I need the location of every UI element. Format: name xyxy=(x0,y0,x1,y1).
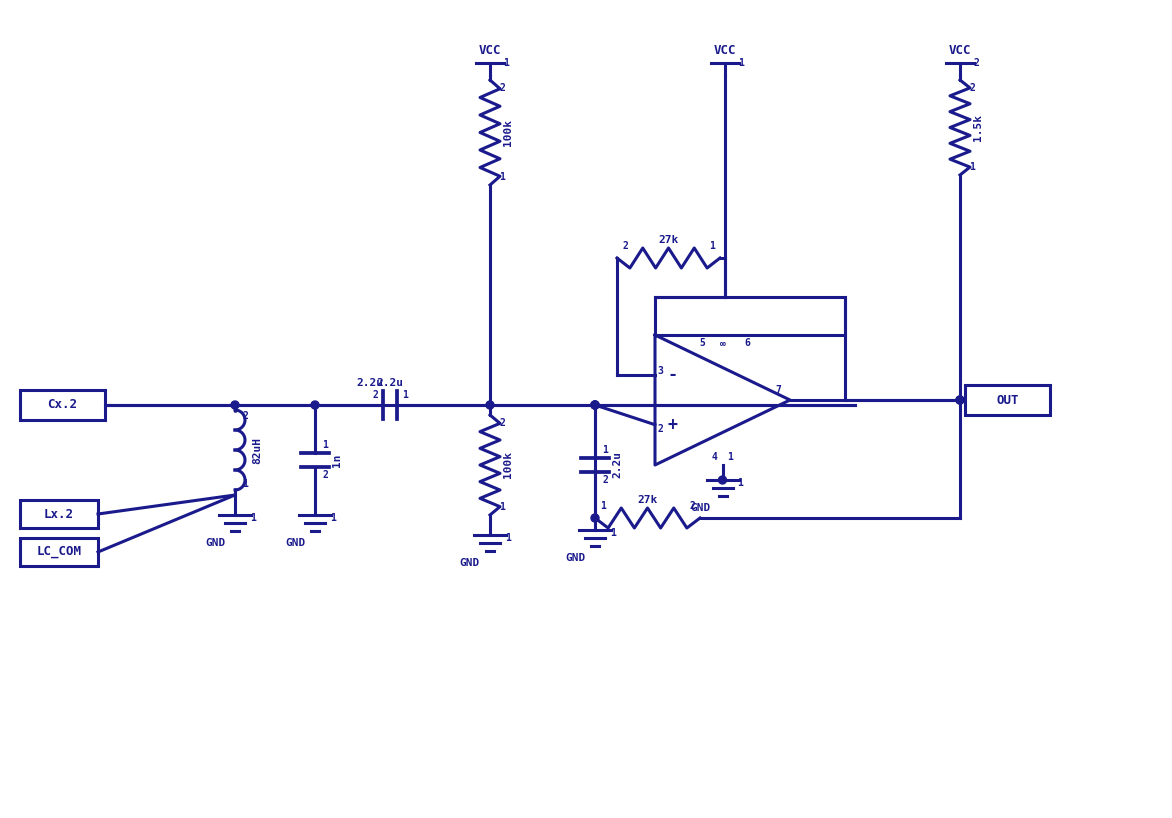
Circle shape xyxy=(591,401,599,409)
Text: LC_COM: LC_COM xyxy=(36,546,82,559)
Text: 1: 1 xyxy=(331,513,336,523)
Text: ∞: ∞ xyxy=(720,338,725,348)
Text: 2: 2 xyxy=(499,418,505,428)
Text: 2.2u: 2.2u xyxy=(356,378,383,388)
Text: 1: 1 xyxy=(402,390,408,400)
Bar xyxy=(20,500,98,528)
Text: 5: 5 xyxy=(700,338,706,348)
Text: 3: 3 xyxy=(657,366,663,376)
Text: 7: 7 xyxy=(775,385,781,395)
Text: 2: 2 xyxy=(657,424,663,434)
Text: 27k: 27k xyxy=(659,235,679,245)
Bar xyxy=(20,538,98,566)
Text: VCC: VCC xyxy=(478,44,502,57)
Text: 1: 1 xyxy=(737,478,743,488)
Text: 1: 1 xyxy=(611,528,616,538)
Text: 2: 2 xyxy=(602,475,608,485)
Text: 1: 1 xyxy=(499,502,505,512)
Text: 1: 1 xyxy=(600,501,606,511)
Text: 1: 1 xyxy=(602,445,608,455)
Text: 2: 2 xyxy=(243,411,248,421)
Text: 1: 1 xyxy=(243,479,248,489)
Text: 2: 2 xyxy=(372,390,377,400)
Circle shape xyxy=(591,401,599,409)
Text: 1: 1 xyxy=(738,58,744,68)
Circle shape xyxy=(591,514,599,522)
Text: 1: 1 xyxy=(499,172,505,182)
Circle shape xyxy=(311,401,319,409)
Text: VCC: VCC xyxy=(714,44,736,57)
Text: Cx.2: Cx.2 xyxy=(48,398,77,411)
Text: 82uH: 82uH xyxy=(252,437,263,464)
Circle shape xyxy=(486,401,495,409)
Circle shape xyxy=(231,401,239,409)
Text: GND: GND xyxy=(565,553,585,563)
Text: 2: 2 xyxy=(973,58,979,68)
Text: +: + xyxy=(668,416,677,434)
Text: 4: 4 xyxy=(711,452,717,462)
Text: 6: 6 xyxy=(744,338,750,348)
Text: VCC: VCC xyxy=(949,44,972,57)
Text: 100k: 100k xyxy=(503,452,513,479)
Text: 2: 2 xyxy=(322,470,328,480)
Text: GND: GND xyxy=(459,558,481,568)
Text: 1: 1 xyxy=(709,241,715,251)
Text: 1: 1 xyxy=(505,533,511,543)
Text: 2: 2 xyxy=(969,83,975,93)
Circle shape xyxy=(956,396,965,404)
Bar xyxy=(20,390,105,420)
Text: 1: 1 xyxy=(503,58,509,68)
Circle shape xyxy=(956,396,965,404)
Text: 1: 1 xyxy=(250,513,255,523)
Text: -: - xyxy=(668,366,677,384)
Text: 2: 2 xyxy=(622,241,628,251)
Text: 1: 1 xyxy=(969,162,975,172)
Text: 2.2u: 2.2u xyxy=(612,452,622,479)
Text: 2.2u: 2.2u xyxy=(376,378,403,388)
Text: 2: 2 xyxy=(689,501,695,511)
Text: 100k: 100k xyxy=(503,119,513,146)
Text: GND: GND xyxy=(690,503,710,513)
Text: GND: GND xyxy=(205,538,225,548)
Bar xyxy=(655,297,845,335)
Text: 1n: 1n xyxy=(332,453,342,467)
Text: 2: 2 xyxy=(499,83,505,93)
Bar xyxy=(965,385,1050,415)
Text: OUT: OUT xyxy=(996,393,1018,407)
Circle shape xyxy=(591,401,599,409)
Text: 27k: 27k xyxy=(638,495,657,505)
Text: 1: 1 xyxy=(322,440,328,450)
Text: 1: 1 xyxy=(728,452,734,462)
Text: Lx.2: Lx.2 xyxy=(45,507,74,520)
Text: 1.5k: 1.5k xyxy=(973,114,983,141)
Text: GND: GND xyxy=(285,538,305,548)
Circle shape xyxy=(718,476,727,484)
